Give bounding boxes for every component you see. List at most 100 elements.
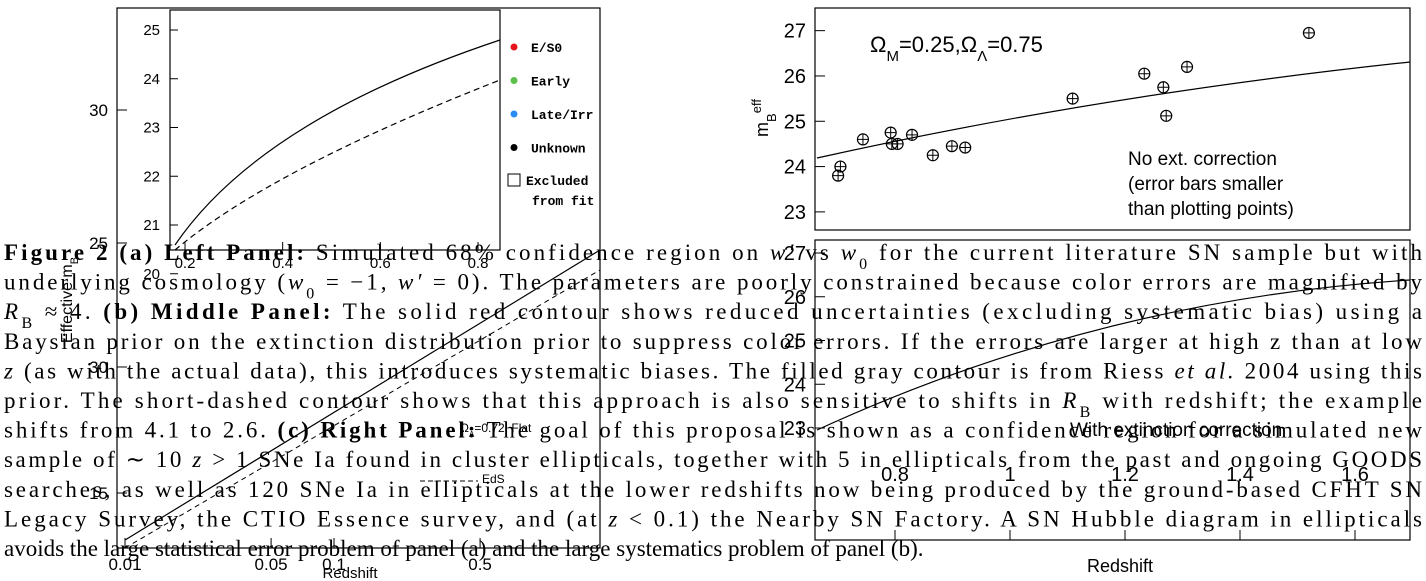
text-run: B [69, 257, 81, 264]
legend-marker [510, 43, 518, 51]
text-run: sample of ∼ 10 [4, 447, 190, 472]
legend-label: Late/Irr [531, 108, 593, 123]
y-tick-label: 22 [143, 168, 160, 185]
model-curve-dashed [174, 79, 501, 251]
y-tick-label: 23 [784, 418, 806, 440]
y-axis-label: Effective mB [59, 257, 81, 343]
marker-cross [834, 161, 846, 173]
annotation: ΩΛ=0.72, Flat [460, 421, 532, 439]
text-run: Figure 2 (a) Left Panel: [4, 240, 304, 265]
text-run: Legacy Survey, the CTIO Essence survey, … [4, 506, 605, 531]
annotation: No ext. correction [1128, 149, 1277, 170]
y-tick-label: 27 [784, 21, 806, 43]
text-run: =0.25,Ω [899, 32, 977, 57]
marker-cross [885, 127, 897, 139]
y-tick-label: 25 [784, 111, 806, 133]
marker-cross [1303, 27, 1315, 39]
legend-label: Early [531, 75, 570, 90]
text-run: 2004 using this [1236, 358, 1422, 383]
x-tick-label: 1 [1004, 464, 1015, 486]
text-run: Effective m [59, 264, 76, 343]
y-tick-label: 26 [784, 66, 806, 88]
data-point [884, 126, 897, 139]
text-run: eff [749, 99, 764, 114]
text-run: w [841, 240, 857, 265]
x-tick-label: 0.05 [255, 555, 288, 574]
text-run: Simulated 68% confidence region on [307, 240, 767, 265]
text-run: with redshift; the example [1093, 388, 1422, 413]
y-tick-label: 26 [784, 287, 806, 309]
data-point [891, 137, 904, 151]
data-point [1138, 67, 1151, 80]
text-run: Ω [870, 32, 886, 57]
data-point [945, 140, 959, 153]
y-tick-label: 20 [143, 266, 160, 283]
text-run: (c) Right Panel: [278, 418, 476, 443]
data-point [834, 160, 847, 173]
text-run: < 0.1) the Nearby SN Factory. A SN Hubbl… [620, 506, 1422, 531]
annotation: (error bars smaller [1128, 174, 1284, 195]
data-point [1160, 109, 1173, 122]
legend-marker [507, 173, 521, 187]
data-point [1066, 92, 1079, 105]
text-run: =0.75 [987, 32, 1043, 57]
text-run: R [1061, 388, 1076, 413]
text-run: (b) Middle Panel: [103, 299, 330, 324]
caption-line: prior. The short-dashed contour shows th… [4, 388, 1422, 421]
x-tick-label: 1.6 [1341, 464, 1369, 486]
text-run: B [1080, 404, 1091, 421]
text-run: w′ [770, 240, 794, 265]
legend-label: Unknown [531, 142, 586, 157]
y-tick-label: 30 [89, 358, 108, 377]
legend-marker [510, 110, 518, 118]
y-tick-label: 23 [143, 120, 160, 137]
text-run: EdS [482, 472, 505, 486]
text-run: underlying cosmology ( [4, 270, 285, 295]
caption-line: shifts from 4.1 to 2.6. (c) Right Panel:… [4, 418, 1422, 443]
x-tick-label: 0.8 [881, 464, 909, 486]
hubble-curve [124, 249, 601, 541]
marker-cross [1160, 110, 1172, 122]
y-tick-label: 21 [143, 217, 160, 234]
x-tick-label: 0.4 [272, 255, 293, 272]
data-point [1302, 26, 1316, 40]
marker-cross [1138, 68, 1150, 80]
y-tick-label: 25 [89, 234, 108, 253]
annotation: than plotting points) [1128, 199, 1294, 220]
text-run: m [752, 122, 772, 137]
data-point [1180, 60, 1194, 73]
model-curve-bottom [816, 279, 1411, 431]
legend-marker [510, 77, 518, 84]
y-tick-label: 30 [89, 101, 108, 120]
y-axis-label: mBeff [749, 99, 779, 137]
text-run: et al. [1174, 358, 1233, 383]
data-point [926, 149, 939, 162]
y-tick-label: 25 [784, 331, 806, 353]
caption: Figure 2 (a) Left Panel: Simulated 68% c… [3, 240, 1423, 561]
text-run: M [886, 48, 899, 65]
annotation: With extinction correction [1070, 420, 1282, 441]
text-run: 0 [306, 285, 314, 302]
x-tick-label: 0.6 [370, 255, 391, 272]
model-curve [174, 39, 501, 246]
text-run: 0 [859, 256, 867, 273]
caption-line: avoids the large statistical error probl… [4, 536, 923, 561]
marker-cross [1067, 93, 1079, 105]
x-tick-label: 0.8 [468, 255, 489, 272]
marker-cross [857, 133, 869, 145]
text-run: = −1, [317, 270, 395, 295]
marker-cross [1157, 81, 1169, 93]
marker-cross [927, 149, 939, 161]
annotation: EdS [482, 472, 505, 486]
x-tick-label: 0.01 [108, 555, 141, 574]
text-run: Baysian prior on the extinction distribu… [4, 329, 1422, 354]
text-run: R [3, 299, 18, 324]
marker-cross [892, 138, 904, 150]
caption-line: searches, as well as 120 SNe Ia in ellip… [4, 477, 1422, 502]
caption-line: underlying cosmology (w 0 = −1, w′ = 0). … [4, 270, 1423, 303]
text-run: B [764, 113, 779, 122]
text-run: Ω [460, 421, 469, 435]
y-tick-label: 25 [143, 22, 160, 39]
